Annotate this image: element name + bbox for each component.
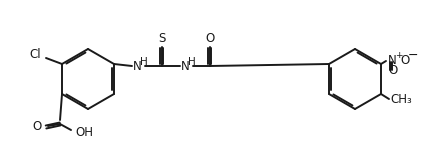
- Text: H: H: [188, 57, 196, 67]
- Text: N: N: [181, 60, 190, 73]
- Text: N: N: [388, 54, 397, 67]
- Text: H: H: [140, 57, 148, 67]
- Text: O: O: [400, 54, 409, 67]
- Text: S: S: [158, 31, 166, 45]
- Text: O: O: [206, 31, 215, 45]
- Text: O: O: [33, 121, 42, 134]
- Text: O: O: [388, 64, 397, 78]
- Text: −: −: [408, 49, 419, 61]
- Text: OH: OH: [75, 125, 93, 139]
- Text: CH₃: CH₃: [390, 92, 412, 106]
- Text: +: +: [395, 52, 403, 61]
- Text: N: N: [133, 60, 142, 73]
- Text: Cl: Cl: [30, 49, 41, 61]
